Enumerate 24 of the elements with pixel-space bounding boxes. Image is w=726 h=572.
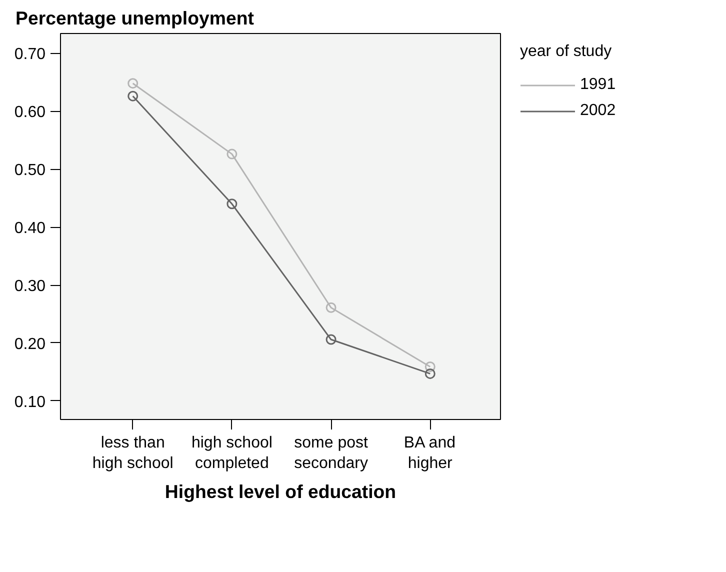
point <box>128 78 138 89</box>
x-tick-label: less than high school <box>92 434 174 472</box>
y-axis-title: Percentage unemployment <box>16 8 254 28</box>
y-tick-label: 0.70 <box>14 46 46 64</box>
y-tick-label: 0.20 <box>14 336 46 353</box>
y-tick-label: 0.30 <box>14 278 46 296</box>
point <box>424 368 436 379</box>
point <box>326 334 336 345</box>
y-tick-label: 0.50 <box>14 162 46 180</box>
point <box>128 90 138 102</box>
x-axis-title: Highest level of education <box>164 480 396 502</box>
legend-title: year of study <box>520 43 613 61</box>
legend-label: 1991 <box>580 76 616 94</box>
y-tick-label: 0.10 <box>14 394 46 411</box>
point <box>226 148 238 160</box>
x-tick-label: high school completed <box>191 434 272 472</box>
legend-label: 2002 <box>580 102 616 120</box>
y-tick-label: 0.40 <box>14 220 46 238</box>
point <box>424 362 436 372</box>
x-tick-label: some post secondary <box>294 434 368 472</box>
x-tick-label: BA and higher <box>404 434 456 472</box>
y-tick-label: 0.60 <box>14 104 46 122</box>
point <box>326 302 336 313</box>
point <box>226 198 238 210</box>
